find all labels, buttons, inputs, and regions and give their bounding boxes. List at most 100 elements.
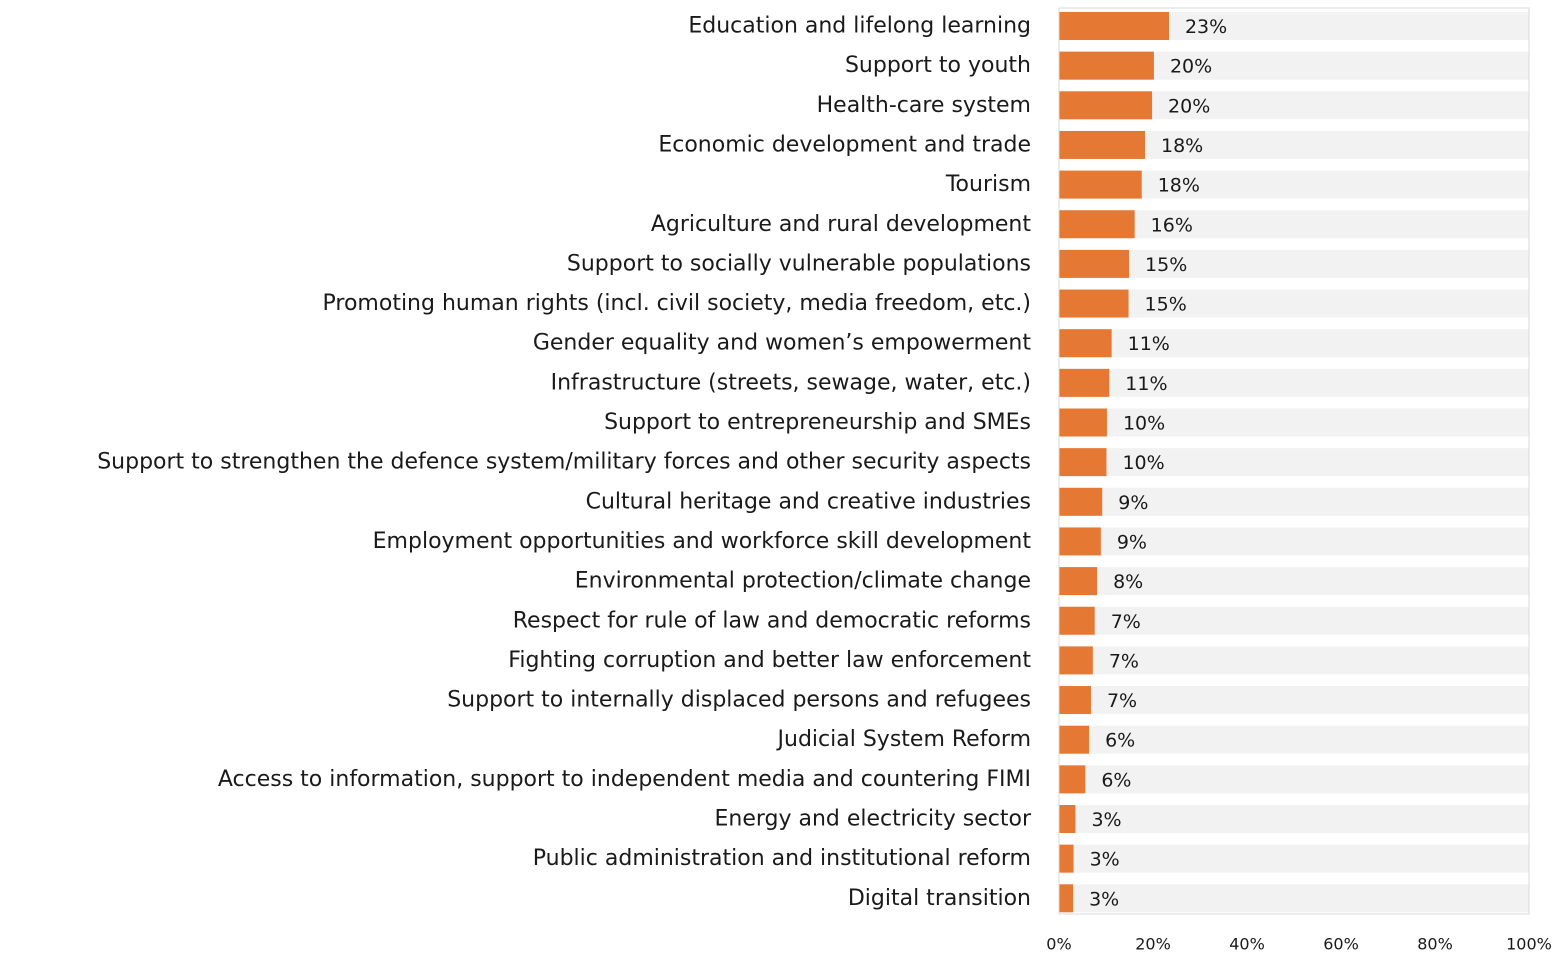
data-label: 23% — [1185, 16, 1227, 38]
bar — [1059, 606, 1095, 635]
bar — [1059, 249, 1130, 278]
data-label: 7% — [1111, 611, 1141, 633]
data-label: 11% — [1125, 373, 1167, 395]
bar-track — [1059, 884, 1529, 913]
x-tick-label: 100% — [1506, 935, 1552, 954]
category-label: Energy and electricity sector — [714, 807, 1031, 832]
data-label: 6% — [1101, 769, 1131, 791]
bar — [1059, 130, 1146, 159]
bar — [1059, 408, 1107, 437]
bar-track — [1059, 249, 1529, 278]
bar-track — [1059, 448, 1529, 477]
category-label: Support to socially vulnerable populatio… — [567, 251, 1031, 276]
data-label: 6% — [1105, 730, 1135, 752]
x-tick-label: 60% — [1323, 935, 1359, 954]
bar-track — [1059, 844, 1529, 873]
bar — [1059, 289, 1129, 318]
data-label: 9% — [1118, 492, 1148, 514]
category-label: Access to information, support to indepe… — [218, 767, 1031, 792]
bars — [1059, 12, 1169, 913]
data-label: 10% — [1122, 452, 1164, 474]
category-label: Promoting human rights (incl. civil soci… — [323, 291, 1031, 316]
bar — [1059, 725, 1090, 754]
category-label: Gender equality and women’s empowerment — [533, 331, 1032, 356]
bar — [1059, 567, 1098, 596]
category-label: Environmental protection/climate change — [575, 569, 1031, 594]
data-label: 10% — [1123, 413, 1165, 435]
bar-track — [1059, 567, 1529, 596]
bar — [1059, 51, 1154, 80]
data-label: 8% — [1113, 571, 1143, 593]
bar — [1059, 527, 1101, 556]
category-label: Cultural heritage and creative industrie… — [586, 489, 1031, 514]
bar-track — [1059, 765, 1529, 794]
data-label: 9% — [1117, 531, 1147, 553]
bar — [1059, 91, 1153, 120]
category-label: Public administration and institutional … — [533, 846, 1031, 871]
bar — [1059, 646, 1093, 675]
bar — [1059, 686, 1091, 715]
x-tick-label: 80% — [1417, 935, 1453, 954]
bar — [1059, 210, 1135, 239]
category-label: Economic development and trade — [658, 132, 1031, 157]
x-axis-ticks: 0% 20% 40% 60% 80% 100% — [1046, 935, 1552, 954]
bar — [1059, 844, 1074, 873]
bar-track — [1059, 805, 1529, 833]
category-label: Support to internally displaced persons … — [447, 688, 1031, 713]
data-label: 7% — [1109, 650, 1139, 672]
data-label: 3% — [1090, 849, 1120, 871]
bar-track — [1059, 329, 1529, 358]
category-label: Education and lifelong learning — [688, 14, 1031, 39]
bar — [1059, 368, 1110, 397]
category-label: Infrastructure (streets, sewage, water, … — [551, 370, 1031, 395]
category-label: Support to strengthen the defence system… — [97, 450, 1031, 475]
data-label: 3% — [1089, 888, 1119, 910]
bar-track — [1059, 606, 1529, 635]
data-label: 11% — [1128, 333, 1170, 355]
data-label: 15% — [1145, 294, 1187, 316]
bar-track — [1059, 210, 1529, 239]
x-tick-label: 20% — [1135, 935, 1171, 954]
data-label: 18% — [1158, 175, 1200, 197]
bar-track — [1059, 527, 1529, 556]
category-label: Tourism — [945, 172, 1031, 197]
category-label: Digital transition — [848, 886, 1031, 911]
value-labels: 23% 20% 20% 18% 18% 16% 15% 15% 11% 11% 10% 10% 9% 9%… — [1089, 16, 1227, 910]
bar — [1059, 329, 1112, 358]
category-label: Health-care system — [817, 93, 1031, 118]
data-label: 20% — [1168, 95, 1210, 117]
x-tick-label: 40% — [1229, 935, 1265, 954]
bar — [1059, 448, 1107, 477]
category-labels: Education and lifelong learning Support t… — [97, 14, 1032, 911]
bar-track — [1059, 408, 1529, 437]
bar-track — [1059, 686, 1529, 715]
data-label: 20% — [1170, 56, 1212, 78]
data-label: 7% — [1107, 690, 1137, 712]
category-label: Support to youth — [845, 53, 1031, 78]
x-tick-label: 0% — [1046, 935, 1071, 954]
category-label: Respect for rule of law and democratic r… — [513, 608, 1031, 633]
category-label: Employment opportunities and workforce s… — [373, 529, 1032, 554]
bar-track — [1059, 368, 1529, 397]
bar — [1059, 487, 1103, 516]
bar — [1059, 765, 1086, 794]
plot-border — [1058, 7, 1530, 915]
data-label: 15% — [1145, 254, 1187, 276]
data-label: 16% — [1151, 214, 1193, 236]
data-label: 3% — [1091, 809, 1121, 831]
bar-track — [1059, 725, 1529, 754]
bar — [1059, 884, 1074, 913]
category-label: Fighting corruption and better law enfor… — [508, 648, 1031, 673]
category-label: Agriculture and rural development — [651, 212, 1031, 237]
category-label: Support to entrepreneurship and SMEs — [604, 410, 1031, 435]
plot-frame — [1058, 7, 1530, 915]
bar — [1059, 12, 1169, 40]
bar-track — [1059, 289, 1529, 318]
bar — [1059, 170, 1142, 199]
bar — [1059, 805, 1076, 833]
data-label: 18% — [1161, 135, 1203, 157]
category-label: Judicial System Reform — [776, 727, 1031, 752]
bar-track — [1059, 487, 1529, 516]
bar-track — [1059, 646, 1529, 675]
